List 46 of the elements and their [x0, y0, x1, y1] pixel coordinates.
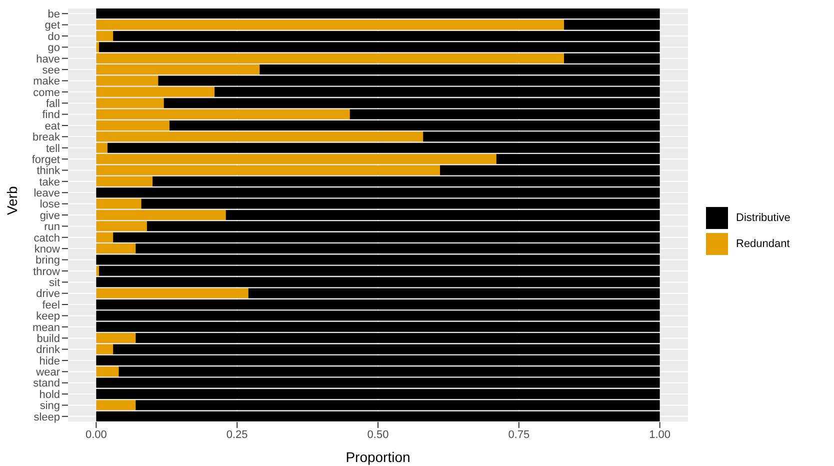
- y-tick-label: go: [48, 42, 60, 54]
- y-tick-label: fall: [46, 98, 60, 110]
- y-tick-label: make: [33, 76, 60, 88]
- y-tick-label: leave: [34, 188, 60, 200]
- y-tick-label: give: [40, 210, 60, 222]
- x-tick-label: 1.00: [649, 428, 671, 441]
- y-tick-label: know: [34, 243, 60, 256]
- y-axis-title: Verb: [4, 186, 20, 215]
- y-tick-label: build: [36, 332, 60, 345]
- y-tick-label: feel: [42, 299, 60, 312]
- y-tick-label: drink: [36, 344, 60, 356]
- y-tick-label: sing: [40, 400, 60, 412]
- x-axis-title: Proportion: [346, 449, 410, 465]
- y-tick-label: see: [42, 64, 60, 76]
- x-tick-label: 0.00: [85, 428, 107, 441]
- y-tick-label: eat: [44, 120, 60, 132]
- y-tick-label: have: [36, 53, 60, 66]
- x-tick-label: 0.25: [226, 428, 248, 441]
- y-tick-label: mean: [32, 322, 60, 334]
- x-tick-label: 0.75: [508, 428, 530, 441]
- y-tick-label: throw: [33, 266, 60, 278]
- y-tick-label: come: [33, 86, 60, 99]
- y-tick-label: sit: [49, 277, 60, 290]
- y-tick-label: forget: [32, 154, 60, 166]
- legend-label: Distributive: [736, 212, 790, 224]
- y-tick-label: catch: [34, 232, 60, 244]
- y-tick-label: hold: [39, 388, 60, 401]
- y-tick-label: drive: [36, 288, 60, 300]
- y-tick-label: be: [48, 8, 60, 20]
- y-tick-label: hide: [39, 355, 60, 368]
- x-tick-label: 0.50: [367, 428, 389, 441]
- y-tick-label: break: [32, 132, 60, 144]
- y-tick-label: find: [42, 109, 60, 122]
- y-tick-label: do: [48, 30, 60, 43]
- y-tick-label: keep: [36, 310, 60, 323]
- y-tick-label: bring: [36, 254, 60, 267]
- y-tick-label: wear: [35, 366, 60, 379]
- y-tick-label: run: [44, 221, 60, 234]
- y-tick-label: lose: [40, 198, 60, 211]
- y-tick-label: get: [44, 20, 60, 32]
- legend-label: Redundant: [736, 238, 790, 250]
- y-tick-label: take: [39, 176, 60, 188]
- y-tick-label: sleep: [34, 411, 60, 424]
- y-tick-label: stand: [33, 378, 60, 390]
- y-tick-label: tell: [46, 142, 60, 155]
- y-tick-label: think: [36, 165, 60, 178]
